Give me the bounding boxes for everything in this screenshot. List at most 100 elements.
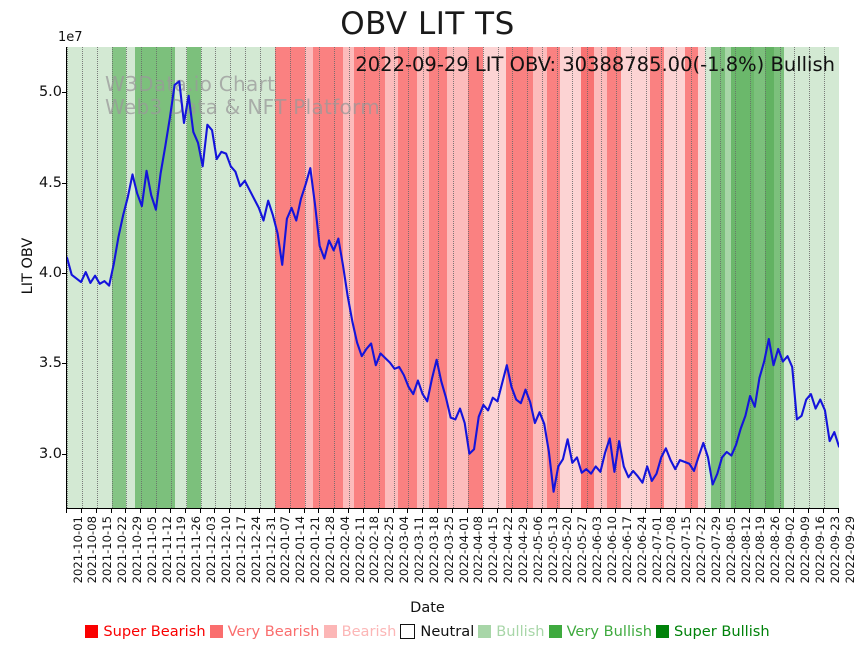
x-axis-tick-label: 2021-12-31	[263, 516, 278, 584]
x-axis-tick-mark	[526, 508, 528, 513]
x-axis-tick-label: 2022-04-22	[501, 516, 516, 584]
watermark-line-2: Web3 Data & NFT Platform	[105, 95, 380, 119]
sentiment-band	[313, 47, 344, 508]
x-axis-tick-mark	[793, 508, 795, 513]
x-axis-tick-mark	[333, 508, 335, 513]
x-axis-tick-label: 2022-08-26	[768, 516, 783, 584]
sentiment-band	[650, 47, 664, 508]
sentiment-band	[784, 47, 839, 508]
x-axis-tick-mark	[748, 508, 750, 513]
legend-swatch	[548, 624, 562, 638]
x-axis-tick-mark	[392, 508, 394, 513]
y-axis-tick-mark	[62, 363, 66, 365]
x-axis-tick-mark	[704, 508, 706, 513]
x-axis-tick-label: 2021-11-26	[189, 516, 204, 584]
x-axis-tick-label: 2022-07-15	[679, 516, 694, 584]
sentiment-band	[705, 47, 712, 508]
x-axis-tick-label: 2021-11-19	[174, 516, 189, 584]
chart-legend: Super Bearish Very Bearish Bearish Neutral B…	[0, 618, 855, 644]
page-title: OBV LIT TS	[340, 6, 515, 42]
sentiment-band	[533, 47, 547, 508]
x-axis-tick-mark	[674, 508, 676, 513]
x-axis-tick-mark	[555, 508, 557, 513]
sentiment-band	[594, 47, 608, 508]
x-axis-tick-mark	[422, 508, 424, 513]
x-axis-tick-mark	[466, 508, 468, 513]
legend-swatch	[209, 624, 223, 638]
y-axis-tick-label: 3.5	[38, 355, 62, 372]
sentiment-band	[697, 47, 706, 508]
sentiment-band	[506, 47, 534, 508]
x-axis-tick-mark	[511, 508, 513, 513]
x-axis-tick-label: 2021-10-22	[115, 516, 130, 584]
x-axis-tick-label: 2022-09-02	[783, 516, 798, 584]
x-axis-tick-label: 2022-08-19	[753, 516, 768, 584]
sentiment-band	[546, 47, 560, 508]
legend-item[interactable]: Very Bullish	[548, 622, 652, 640]
x-axis-tick-mark	[273, 508, 275, 513]
x-axis-tick-label: 2021-11-12	[159, 516, 174, 584]
y-axis-tick-mark	[62, 182, 66, 184]
sentiment-band	[447, 47, 468, 508]
legend-item[interactable]: Super Bullish	[655, 623, 770, 640]
legend-item[interactable]: Neutral	[400, 623, 474, 640]
sentiment-band	[773, 47, 785, 508]
x-axis-tick-mark	[244, 508, 246, 513]
latest-value-annotation: 2022-09-29 LIT OBV: 30388785.00(-1.8%) B…	[355, 53, 835, 76]
x-axis-tick-label: 2022-02-11	[352, 516, 367, 584]
x-axis-tick-mark	[80, 508, 82, 513]
y-axis-tick-label: 4.5	[38, 174, 62, 191]
x-axis-tick-mark	[140, 508, 142, 513]
x-axis-tick-mark	[719, 508, 721, 513]
x-axis-tick-label: 2022-04-08	[471, 516, 486, 584]
x-axis-tick-mark	[734, 508, 736, 513]
legend-label: Neutral	[420, 622, 475, 640]
x-axis-tick-mark	[288, 508, 290, 513]
legend-label: Super Bearish	[103, 622, 206, 640]
y-axis-tick-label: 4.0	[38, 264, 62, 281]
legend-item[interactable]: Super Bearish	[85, 622, 206, 640]
x-axis-tick-label: 2022-09-23	[827, 516, 842, 584]
x-axis-tick-mark	[437, 508, 439, 513]
sentiment-band	[754, 47, 765, 508]
legend-label: Bearish	[341, 622, 397, 640]
x-axis-tick-mark	[585, 508, 587, 513]
x-axis-tick-label: 2021-12-03	[204, 516, 219, 584]
x-axis-tick-mark	[184, 508, 186, 513]
sentiment-band	[187, 47, 201, 508]
x-axis-tick-label: 2022-05-20	[560, 516, 575, 584]
legend-item[interactable]: Bearish	[323, 622, 397, 640]
sentiment-band	[111, 47, 127, 508]
sentiment-band	[724, 47, 731, 508]
legend-item[interactable]: Very Bearish	[209, 623, 320, 640]
legend-swatch	[655, 624, 669, 638]
sentiment-band	[559, 47, 581, 508]
x-axis-tick-mark	[110, 508, 112, 513]
x-axis-tick-label: 2022-02-18	[367, 516, 382, 584]
sentiment-band	[663, 47, 685, 508]
y-axis-tick-mark	[62, 92, 66, 94]
x-axis-tick-label: 2021-10-29	[129, 516, 144, 584]
sentiment-band	[200, 47, 275, 508]
x-axis-tick-mark	[630, 508, 632, 513]
legend-swatch	[85, 624, 99, 638]
x-axis-tick-label: 2022-06-17	[619, 516, 634, 584]
y-axis-tick-mark	[62, 453, 66, 455]
x-axis-tick-label: 2022-03-25	[441, 516, 456, 584]
x-axis-tick-mark	[125, 508, 127, 513]
x-axis-tick-label: 2022-04-29	[515, 516, 530, 584]
x-axis-tick-label: 2022-05-13	[545, 516, 560, 584]
x-axis-tick-mark	[689, 508, 691, 513]
x-axis-tick-mark	[570, 508, 572, 513]
x-axis: 2021-10-01 2021-10-08 2021-10-15 2021-10-22…	[66, 508, 855, 608]
legend-label: Very Bullish	[566, 622, 652, 640]
x-axis-tick-label: 2022-03-04	[397, 516, 412, 584]
legend-item[interactable]: Bullish	[478, 623, 545, 640]
x-axis-tick-label: 2022-09-29	[842, 516, 855, 584]
x-axis-tick-mark	[303, 508, 305, 513]
x-axis-tick-label: 2021-12-24	[248, 516, 263, 584]
x-axis-tick-mark	[407, 508, 409, 513]
watermark-line-1: W3Data.io Chart	[105, 72, 276, 96]
x-axis-tick-label: 2022-06-03	[590, 516, 605, 584]
